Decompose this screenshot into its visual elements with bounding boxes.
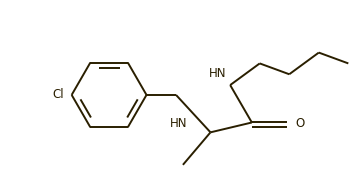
Text: HN: HN [209, 67, 226, 80]
Text: Cl: Cl [52, 88, 64, 101]
Text: O: O [295, 117, 304, 130]
Text: HN: HN [170, 117, 187, 130]
